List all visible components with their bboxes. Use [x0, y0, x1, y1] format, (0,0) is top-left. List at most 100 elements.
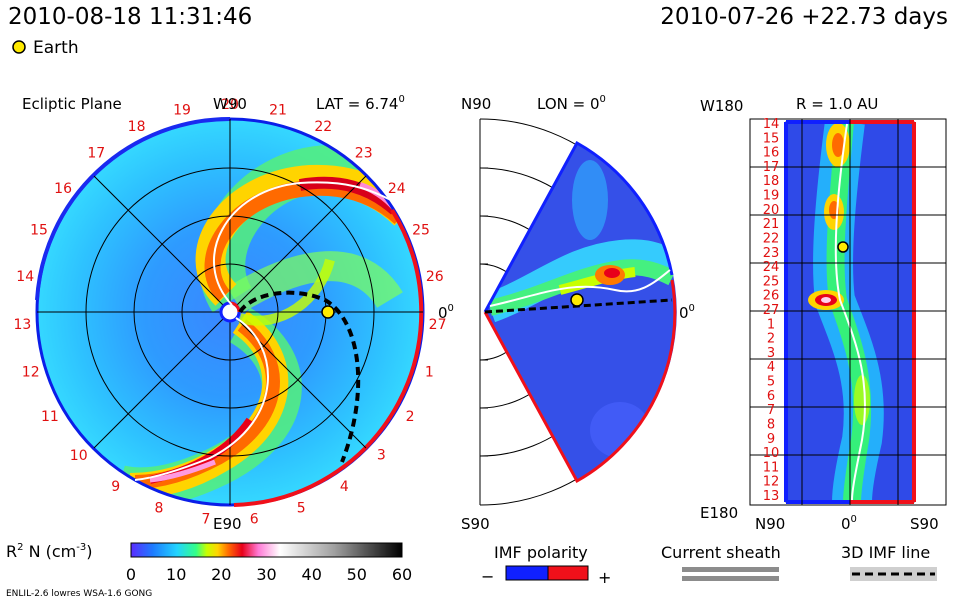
current-sheath-swatch-top — [682, 567, 779, 572]
radial-day-label: 16 — [763, 146, 780, 161]
ecliptic-earth-field-line — [238, 290, 361, 463]
colorbar-tick-label: 50 — [347, 565, 367, 584]
header-timestamp: 2010-08-18 11:31:46 — [8, 4, 252, 30]
carrington-day-label: 11 — [41, 409, 59, 425]
radial-day-label: 22 — [763, 232, 780, 247]
carrington-day-label: 22 — [314, 119, 332, 135]
earth-legend-label: Earth — [33, 38, 79, 58]
ecliptic-zero-label: 00 — [438, 303, 454, 322]
ecliptic-panel: 20 21222324252627123456789101112131415161… — [13, 94, 453, 533]
carrington-day-label: 24 — [388, 181, 406, 197]
current-sheath-label: Current sheath — [661, 543, 781, 562]
radial-day-label: 5 — [767, 375, 775, 390]
imf-polarity-key: IMF polarity − + — [481, 543, 611, 587]
radial-panel: 1415161718192021222324252627123456789101… — [700, 95, 947, 533]
colorbar-tick-label: 30 — [256, 565, 276, 584]
radial-day-label: 3 — [767, 346, 775, 361]
imf-line-key: 3D IMF line — [841, 543, 937, 581]
carrington-day-label: 3 — [377, 448, 386, 464]
radial-grid — [750, 119, 946, 505]
meridional-earth-marker — [570, 293, 584, 307]
colorbar-tick-label: 10 — [166, 565, 186, 584]
carrington-day-label: 14 — [16, 269, 34, 285]
radial-left-label: N90 — [755, 515, 785, 533]
colorbar-tick-label: 0 — [126, 565, 136, 584]
radial-day-label: 21 — [763, 217, 780, 232]
radial-day-label: 1 — [767, 317, 775, 332]
radial-day-label: 26 — [763, 289, 780, 304]
carrington-day-label: 9 — [111, 479, 120, 495]
radial-earth-marker — [837, 241, 849, 253]
carrington-day-label: 23 — [355, 146, 373, 162]
ecliptic-lat-label: LAT = 6.740 — [316, 94, 405, 113]
ecliptic-bottom-label: E90 — [213, 515, 242, 533]
ecliptic-top-label: W90 — [213, 95, 247, 113]
radial-day-label: 17 — [763, 160, 780, 175]
radial-day-label: 7 — [767, 403, 775, 418]
radial-day-label: 6 — [767, 389, 775, 404]
carrington-day-label: 13 — [13, 317, 31, 333]
radial-mid-label: 00 — [841, 514, 857, 533]
meridional-axis-ticks — [480, 167, 488, 457]
carrington-day-label: 26 — [426, 269, 444, 285]
radial-day-label: 18 — [763, 174, 780, 189]
carrington-day-label: 27 — [429, 317, 447, 333]
carrington-day-label: 5 — [297, 501, 306, 517]
radial-day-label: 2 — [767, 332, 775, 347]
polarity-plus-label: + — [598, 568, 611, 587]
meridional-top-label: N90 — [461, 95, 491, 113]
carrington-day-label: 21 — [269, 103, 287, 119]
meridional-density-map — [485, 143, 677, 481]
meridional-imf-line — [489, 269, 671, 307]
polarity-minus-label: − — [481, 567, 494, 586]
carrington-day-label: 20 — [221, 97, 239, 113]
carrington-day-label: 8 — [154, 501, 163, 517]
radial-day-label: 25 — [763, 274, 780, 289]
colorbar-tick-label: 40 — [302, 565, 322, 584]
radial-day-label: 12 — [763, 475, 780, 490]
polarity-positive-swatch — [547, 565, 589, 581]
imf-polarity-label: IMF polarity — [494, 543, 588, 562]
ecliptic-carrington-days: 20 21222324252627123456789101112131415161… — [13, 97, 446, 528]
radial-r-label: R = 1.0 AU — [796, 95, 878, 113]
colorbar-tick-label: 20 — [211, 565, 231, 584]
radial-top-label: W180 — [700, 97, 743, 115]
carrington-day-label: 2 — [406, 409, 415, 425]
radial-day-label: 15 — [763, 131, 780, 146]
radial-day-label: 23 — [763, 246, 780, 261]
radial-day-label: 19 — [763, 189, 780, 204]
footer-model: ENLIL-2.6 lowres WSA-1.6 GONG — [6, 589, 152, 599]
meridional-panel: N90 S90 LON = 00 00 — [461, 94, 695, 533]
radial-day-label: 13 — [763, 489, 780, 504]
carrington-day-label: 7 — [201, 512, 210, 528]
meridional-bottom-label: S90 — [461, 515, 490, 533]
earth-legend-icon — [12, 40, 26, 54]
ecliptic-imf-line-lower — [134, 317, 269, 481]
radial-day-label: 27 — [763, 303, 780, 318]
carrington-day-label: 18 — [128, 119, 146, 135]
radial-day-label: 9 — [767, 432, 775, 447]
radial-bottom-label: E180 — [700, 504, 738, 522]
carrington-day-label: 1 — [425, 365, 434, 381]
carrington-day-label: 15 — [30, 223, 48, 239]
polarity-negative-swatch — [505, 565, 549, 581]
current-sheath-swatch-bottom — [682, 576, 779, 581]
colorbar: R2 N (cm-3) 0 10 20 30 40 50 60 — [6, 542, 412, 584]
radial-day-label: 11 — [763, 460, 780, 475]
imf-line-label: 3D IMF line — [841, 543, 930, 562]
current-sheath-key: Current sheath — [661, 543, 781, 581]
radial-imf-line — [834, 123, 866, 501]
colorbar-tick-label: 60 — [392, 565, 412, 584]
carrington-day-label: 25 — [412, 223, 430, 239]
carrington-day-label: 4 — [340, 479, 349, 495]
colorbar-gradient — [130, 542, 403, 558]
radial-day-label: 20 — [763, 203, 780, 218]
header-run-date: 2010-07-26 +22.73 days — [660, 4, 948, 30]
radial-day-label: 14 — [763, 117, 780, 132]
radial-right-label: S90 — [910, 515, 939, 533]
carrington-day-label: 6 — [250, 512, 259, 528]
colorbar-ticks: 0 10 20 30 40 50 60 — [126, 565, 412, 584]
carrington-day-label: 17 — [87, 146, 105, 162]
carrington-day-label: 10 — [70, 448, 88, 464]
ecliptic-title: Ecliptic Plane — [22, 95, 122, 113]
